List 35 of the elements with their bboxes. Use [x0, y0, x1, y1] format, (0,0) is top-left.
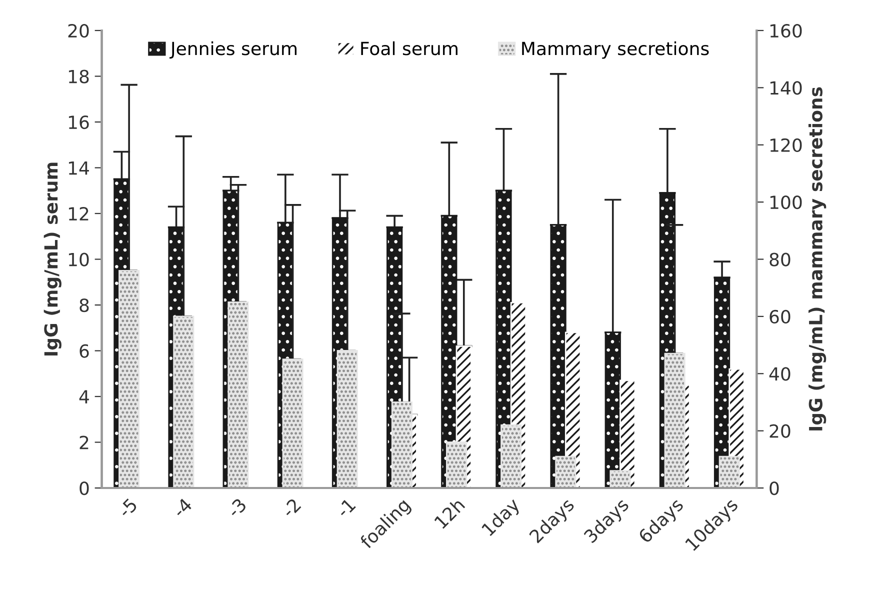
y-tick-label: 8 — [80, 298, 89, 312]
y2-axis-title: IgG (mg/mL) mammary secretions — [808, 87, 826, 430]
x-tick-label: 12h — [434, 497, 466, 529]
y-tick-label: 10 — [68, 252, 89, 266]
x-tick-label: -1 — [336, 498, 356, 518]
y-tick-label: 4 — [79, 390, 89, 404]
bar — [718, 456, 740, 488]
y-tick-label: 14 — [68, 161, 89, 175]
y-axis-title: IgG (mg/mL) serum — [44, 162, 62, 356]
y2-tick-label: 80 — [770, 252, 790, 266]
y2-tick-label: 20 — [770, 424, 790, 438]
y2-tick-label: 160 — [770, 24, 802, 38]
legend-label: Mammary secretions — [522, 41, 709, 59]
y-tick-label: 16 — [68, 115, 89, 130]
y2-tick-label: 0 — [770, 481, 779, 496]
y2-tick-label: 140 — [770, 81, 802, 95]
bar — [555, 456, 576, 488]
x-tick-label: -4 — [172, 497, 193, 518]
y2-tick-label: 40 — [769, 367, 790, 381]
y2-tick-label: 120 — [770, 138, 802, 152]
bar — [610, 470, 631, 488]
legend-label: Jennies serum — [170, 41, 296, 59]
y-tick-label: 0 — [80, 481, 89, 496]
y-tick-label: 12 — [68, 206, 88, 220]
y-tick-label: 6 — [80, 344, 89, 358]
y-tick-label: 2 — [80, 436, 88, 450]
x-tick-label: -3 — [226, 498, 248, 518]
legend-label: Foal serum — [361, 41, 458, 56]
x-tick-label: -5 — [117, 498, 138, 518]
bar — [446, 442, 468, 488]
y-tick-label: 18 — [68, 70, 89, 84]
y2-tick-label: 60 — [770, 310, 790, 324]
x-tick-label: -2 — [280, 498, 302, 518]
y2-tick-label: 100 — [770, 196, 802, 210]
y-tick-label: 20 — [68, 24, 89, 38]
